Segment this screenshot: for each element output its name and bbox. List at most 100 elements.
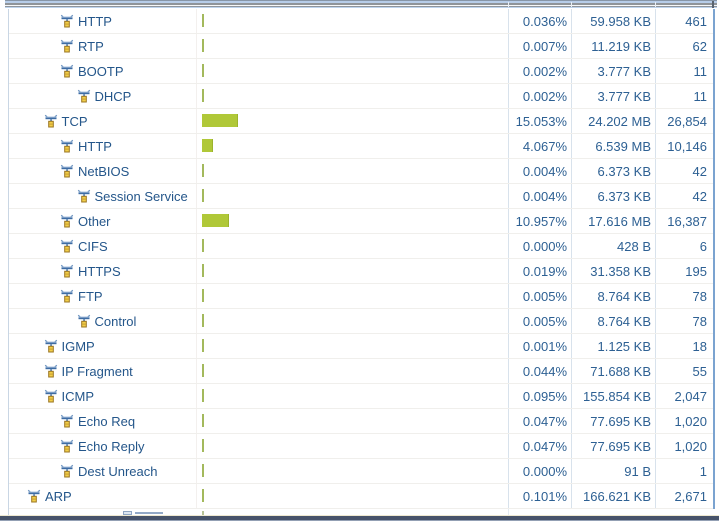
cell-percent: 0.019% (508, 259, 571, 283)
pane-right-border (713, 9, 715, 515)
protocol-name: HTTPS (78, 263, 121, 279)
cell-percent: 0.047% (508, 409, 571, 433)
table-row[interactable]: Dest Unreach 0.000% 91 B 1 (9, 459, 715, 484)
protocol-filter-icon (77, 314, 91, 328)
percent-bar-cell (196, 409, 508, 433)
cell-bytes: 8.764 KB (571, 309, 655, 333)
table-row[interactable]: RTP 0.007% 11.219 KB 62 (9, 34, 715, 59)
protocol-filter-icon (60, 14, 74, 28)
protocol-filter-icon (60, 239, 74, 253)
protocol-filter-icon (27, 489, 41, 503)
protocol-filter-icon (60, 464, 74, 478)
bar-baseline-tick (202, 314, 204, 327)
percent-bar-cell (196, 9, 508, 33)
cell-percent: 0.047% (508, 434, 571, 458)
cell-percent: 10.957% (508, 209, 571, 233)
table-row[interactable]: IGMP 0.001% 1.125 KB 18 (9, 334, 715, 359)
cell-packets: 461 (655, 9, 713, 33)
cell-bytes: 24.202 MB (571, 109, 655, 133)
protocol-name: BOOTP (78, 63, 124, 79)
protocol-filter-icon (60, 139, 74, 153)
protocol-filter-icon (44, 114, 58, 128)
protocol-name: Dest Unreach (78, 463, 158, 479)
name-cell: TCP (9, 109, 196, 133)
protocol-filter-icon (60, 64, 74, 78)
percent-bar-cell (196, 334, 508, 358)
percent-bar-cell (196, 309, 508, 333)
table-row[interactable]: Other 10.957% 17.616 MB 16,387 (9, 209, 715, 234)
table-row[interactable]: ARP 0.101% 166.621 KB 2,671 (9, 484, 715, 509)
table-row[interactable]: ICMP 0.095% 155.854 KB 2,047 (9, 384, 715, 409)
name-cell: CIFS (9, 234, 196, 258)
cell-bytes: 1.125 KB (571, 334, 655, 358)
protocol-name: Echo Reply (78, 438, 145, 454)
cell-percent: 0.007% (508, 34, 571, 58)
protocol-filter-icon (123, 511, 132, 515)
table-row[interactable]: HTTPS 0.019% 31.358 KB 195 (9, 259, 715, 284)
protocol-filter-icon (60, 439, 74, 453)
cell-percent: 0.005% (508, 309, 571, 333)
pane-bottom-edge (0, 515, 719, 516)
table-row[interactable]: FTP 0.005% 8.764 KB 78 (9, 284, 715, 309)
cell-packets: 26,854 (655, 109, 713, 133)
header-separator (508, 2, 509, 7)
table-row[interactable]: IP Fragment 0.044% 71.688 KB 55 (9, 359, 715, 384)
cell-bytes: 166.621 KB (571, 484, 655, 508)
table-row[interactable]: BOOTP 0.002% 3.777 KB 11 (9, 59, 715, 84)
window-splitter[interactable] (0, 516, 719, 520)
protocol-filter-icon (60, 289, 74, 303)
protocol-name: Other (78, 213, 111, 229)
cell-bytes: 59.958 KB (571, 9, 655, 33)
table-row[interactable]: Session Service 0.004% 6.373 KB 42 (9, 184, 715, 209)
percent-bar-fill (202, 214, 229, 227)
percent-bar-cell (196, 134, 508, 158)
cell-packets: 2,671 (655, 484, 713, 508)
name-cell: RTP (9, 34, 196, 58)
cell-packets: 42 (655, 184, 713, 208)
bar-baseline-tick (202, 64, 204, 77)
name-cell: IP Fragment (9, 359, 196, 383)
cell-packets: 42 (655, 159, 713, 183)
table-row[interactable]: Echo Reply 0.047% 77.695 KB 1,020 (9, 434, 715, 459)
protocol-table: HTTP 0.036% 59.958 KB 461 RTP (8, 9, 715, 509)
bar-baseline-tick (202, 239, 204, 252)
protocol-filter-icon (60, 264, 74, 278)
cell-percent: 0.095% (508, 384, 571, 408)
cell-bytes: 3.777 KB (571, 59, 655, 83)
header-separator (712, 1, 714, 8)
cell-packets: 11 (655, 84, 713, 108)
bar-baseline-tick (202, 414, 204, 427)
protocol-filter-icon (60, 214, 74, 228)
percent-bar-cell (196, 284, 508, 308)
cell-packets: 1,020 (655, 434, 713, 458)
table-row[interactable]: CIFS 0.000% 428 B 6 (9, 234, 715, 259)
protocol-name: IGMP (61, 338, 95, 354)
bar-baseline-tick (202, 89, 204, 102)
protocol-name: RTP (78, 38, 104, 54)
name-cell: BOOTP (9, 59, 196, 83)
header-separator (655, 2, 656, 7)
table-row[interactable]: NetBIOS 0.004% 6.373 KB 42 (9, 159, 715, 184)
table-row[interactable]: HTTP 4.067% 6.539 MB 10,146 (9, 134, 715, 159)
table-row[interactable]: Control 0.005% 8.764 KB 78 (9, 309, 715, 334)
name-cell: HTTP (9, 134, 196, 158)
cell-packets: 195 (655, 259, 713, 283)
cell-packets: 10,146 (655, 134, 713, 158)
name-cell: NetBIOS (9, 159, 196, 183)
protocol-name: FTP (78, 288, 103, 304)
name-cell: HTTPS (9, 259, 196, 283)
table-row[interactable]: Echo Req 0.047% 77.695 KB 1,020 (9, 409, 715, 434)
protocol-filter-icon (60, 164, 74, 178)
cell-bytes: 71.688 KB (571, 359, 655, 383)
protocol-filter-icon (77, 89, 91, 103)
percent-bar-cell (196, 59, 508, 83)
table-row[interactable]: DHCP 0.002% 3.777 KB 11 (9, 84, 715, 109)
protocol-name: Echo Req (78, 413, 136, 429)
table-row[interactable]: TCP 15.053% 24.202 MB 26,854 (9, 109, 715, 134)
cell-percent: 0.001% (508, 334, 571, 358)
cell-packets: 16,387 (655, 209, 713, 233)
cell-packets: 55 (655, 359, 713, 383)
cell-bytes: 6.373 KB (571, 184, 655, 208)
table-row[interactable]: HTTP 0.036% 59.958 KB 461 (9, 9, 715, 34)
cell-bytes: 155.854 KB (571, 384, 655, 408)
